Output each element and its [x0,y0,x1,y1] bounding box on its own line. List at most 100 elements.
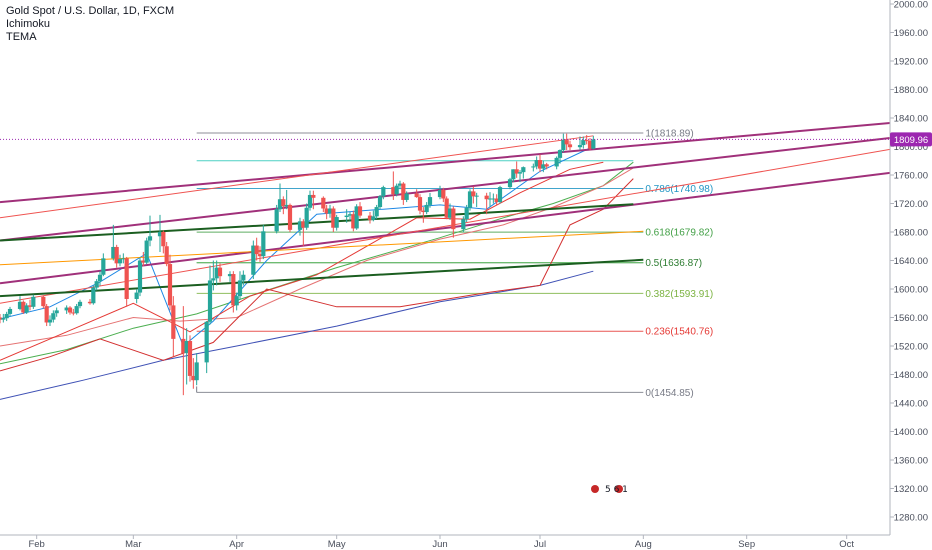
candle [87,298,93,305]
candle-body [537,160,543,169]
candle [327,204,333,218]
candle [111,224,116,261]
candle-body [421,210,426,213]
candle-body [51,313,56,320]
candle-body [437,189,443,198]
candle-body [157,232,163,237]
candle-body [237,280,243,297]
candle-body [114,246,119,264]
candle [257,246,263,262]
x-tick-label: Jul [534,539,546,550]
candle [261,224,266,260]
candle [591,135,596,150]
candle-body [191,375,196,381]
trendline-channel-mid [0,136,891,242]
candle-body [521,167,526,173]
candle-body [44,306,49,323]
candle-body [211,278,216,281]
candle [514,161,519,178]
candle-body [417,197,423,211]
indicator-ichimoku-label[interactable]: Ichimoku [6,18,51,30]
candle-body [64,307,69,311]
candle-body [541,164,546,169]
trendline-orange [0,230,644,266]
candle [531,163,536,172]
candle [311,190,316,210]
candle [7,306,13,317]
candle-body [497,187,503,203]
chart-legend: Gold Spot / U.S. Dollar, 1D, FXCM Ichimo… [6,5,174,44]
candles [0,133,596,396]
symbol-title[interactable]: Gold Spot / U.S. Dollar, 1D, FXCM [6,5,175,17]
x-tick-label: Apr [229,539,244,550]
candle-body [231,274,236,306]
candle-body [204,321,209,363]
candle [344,209,349,223]
indicator-ichimoku-red-step [0,161,604,361]
candle [241,270,246,286]
candle-body [67,307,73,313]
candle [31,294,36,309]
candle [474,192,479,208]
candle [167,254,173,311]
candle-body [321,197,326,209]
candle [561,133,566,153]
badge-flag-icon [591,485,599,493]
candle-body [47,319,53,323]
fib-level-label: 0.382(1593.91) [645,289,713,300]
candle [54,307,59,317]
candle-body [181,338,186,354]
candle-body [257,254,263,257]
candle-body [27,305,33,307]
y-tick-label: 1720.00 [894,199,928,210]
candle [164,241,169,267]
candle [237,271,243,300]
indicator-tema-label[interactable]: TEMA [6,31,37,43]
candle-body [227,274,233,277]
candle [404,191,409,203]
candle-body [281,199,286,207]
y-tick-label: 1320.00 [894,484,928,495]
candle [567,140,573,151]
candle-body [557,150,563,158]
candle-body [591,139,596,149]
candle-body [584,140,589,142]
candle [64,305,69,314]
candle [464,204,469,223]
candle [204,321,209,374]
fib-level-label: 0.236(1540.76) [645,327,713,338]
candle [584,135,589,145]
candle [554,156,559,170]
candle [511,169,516,183]
candle [71,308,76,316]
candle [414,189,419,198]
candle [467,189,473,211]
candle-body [304,207,309,228]
y-tick-label: 2000.00 [894,0,928,11]
candle [447,203,453,220]
candle [274,204,279,234]
candle [424,202,429,215]
candle-body [517,172,523,174]
x-tick-label: Jun [432,539,447,550]
x-tick-label: Sep [738,539,755,550]
candle-body [41,296,46,307]
candle [77,299,83,309]
candle-body [24,305,29,313]
candle-body [124,258,129,299]
candle [297,217,303,236]
candle-body [514,169,519,174]
candle-body [351,214,356,229]
badge-text: 5 6 1 [605,485,628,495]
candle-body [187,341,193,376]
candle-body [381,187,386,197]
candle [137,256,143,297]
candle-body [357,206,363,216]
y-tick-label: 1800.00 [894,142,928,153]
candle [1,313,6,323]
candle-body [374,207,379,217]
candle [117,254,123,267]
candle [557,149,563,164]
